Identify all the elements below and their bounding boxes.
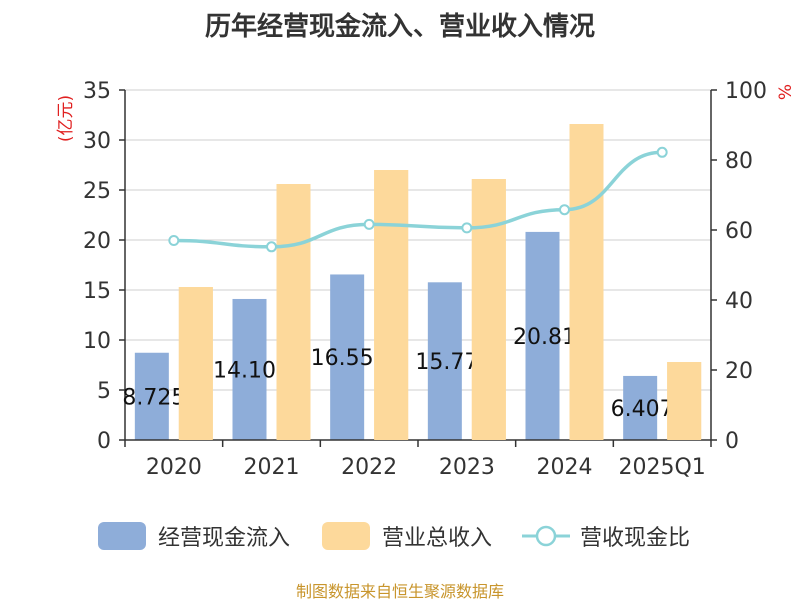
x-tick-label: 2021	[244, 455, 300, 480]
x-tick-label: 2022	[341, 455, 397, 480]
ratio-point	[461, 222, 473, 234]
ratio-line	[173, 150, 663, 249]
bar-revenue-overlay	[178, 287, 213, 440]
bar-revenue-overlay	[569, 124, 604, 440]
y-right-tick-label: 20	[725, 359, 753, 384]
bar-layer	[134, 124, 702, 440]
x-tick-label: 2020	[146, 455, 202, 480]
data-label-cash-inflow: 8.725	[122, 385, 185, 410]
y-right-unit: %	[776, 82, 798, 102]
bar-cash-inflow	[330, 274, 365, 440]
y-left-tick-label: 5	[97, 379, 111, 404]
y-right-unit-label: %	[776, 83, 797, 101]
x-tick-label: 2023	[439, 455, 495, 480]
data-label-cash-inflow: 6.407	[611, 397, 674, 422]
ratio-point	[266, 241, 277, 253]
y-left-unit-label: (亿元)	[56, 94, 77, 143]
y-left-tick-label: 25	[83, 179, 111, 204]
ratio-point	[168, 235, 180, 246]
y-right-tick-label: 0	[725, 429, 739, 454]
x-tick-label: 2024	[537, 455, 593, 480]
ratio-point	[363, 218, 375, 230]
legend-item-revenue[interactable]: 营业总收入	[322, 516, 492, 556]
legend-line-ratio	[522, 522, 570, 550]
y-right-tick-label: 80	[725, 149, 753, 174]
grid-layer	[125, 89, 711, 391]
bar-revenue-overlay	[374, 170, 409, 440]
bar-revenue-overlay	[471, 179, 506, 440]
bar-cash-inflow	[525, 231, 560, 440]
bar-cash-inflow	[134, 352, 169, 440]
legend-label-revenue: 营业总收入	[382, 526, 493, 551]
y-left-unit: (亿元)	[50, 94, 76, 144]
y-left-tick-label: 0	[97, 429, 111, 454]
y-left-tick-label: 30	[83, 129, 111, 154]
bar-revenue-overlay	[276, 184, 311, 440]
legend-item-cash-inflow[interactable]: 经营现金流入	[98, 516, 290, 556]
bar-revenue-overlay	[667, 362, 702, 440]
bar-cash-inflow	[427, 282, 462, 440]
bar-cash-inflow	[623, 375, 658, 440]
chart-title: 历年经营现金流入、营业收入情况	[204, 12, 595, 42]
legend-swatch-revenue	[322, 522, 370, 550]
source-note: 制图数据来自恒生聚源数据库	[295, 582, 504, 601]
axis-layer: 0 5 10 15 20 25 30 35 0 20 40 60 80 100 2020 2021 2022 20…	[83, 79, 767, 480]
legend-item-ratio[interactable]: 营收现金比	[522, 516, 690, 556]
y-right-tick-label: 60	[725, 219, 753, 244]
y-left-tick-label: 20	[83, 229, 111, 254]
y-right-tick-label: 40	[725, 289, 753, 314]
bar-cash-inflow	[232, 298, 267, 440]
legend: 经营现金流入 营业总收入 营收现金比	[0, 516, 800, 556]
y-left-tick-label: 10	[83, 329, 111, 354]
data-label-cash-inflow: 20.81	[513, 325, 576, 350]
y-left-tick-label: 15	[83, 279, 111, 304]
x-tick-label: 2025Q1	[619, 455, 706, 480]
legend-swatch-cash-inflow	[98, 522, 146, 550]
legend-label-ratio: 营收现金比	[580, 526, 691, 551]
ratio-point	[656, 146, 668, 158]
data-label-cash-inflow: 15.77	[415, 350, 478, 375]
y-right-tick-label: 100	[725, 79, 767, 104]
y-left-tick-label: 35	[83, 79, 111, 104]
legend-label-cash-inflow: 经营现金流入	[158, 526, 291, 551]
ratio-point	[559, 204, 570, 216]
